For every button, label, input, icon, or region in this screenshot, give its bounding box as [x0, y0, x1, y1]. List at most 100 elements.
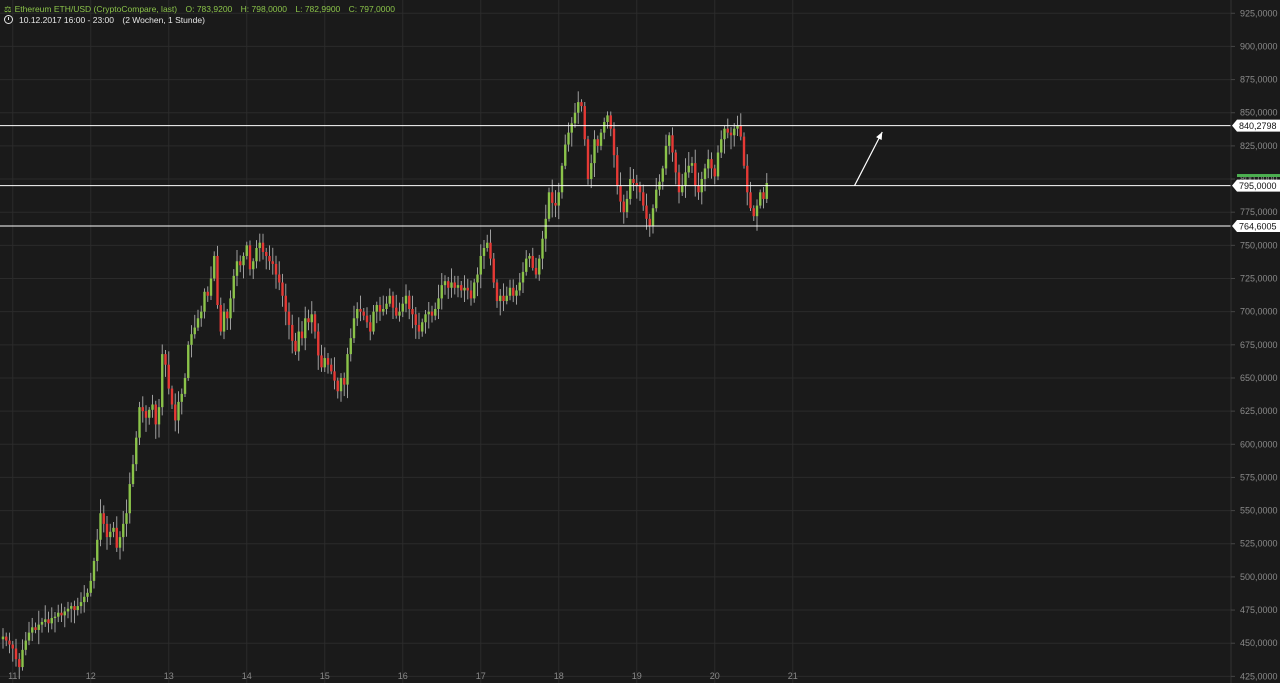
candle-body: [359, 309, 362, 312]
candle: [196, 309, 200, 331]
candle-body: [590, 163, 593, 180]
candle: [401, 296, 404, 318]
candle-body: [443, 281, 447, 286]
candle: [534, 257, 538, 279]
candle-body: [453, 282, 456, 288]
candle-body: [265, 251, 268, 256]
candle: [125, 499, 128, 537]
candle: [378, 296, 382, 321]
candle: [609, 111, 612, 137]
candle-body: [720, 139, 723, 153]
candle: [619, 172, 622, 213]
chart-header: ⚖ Ethereum ETH/USD (CryptoCompare, last) …: [4, 4, 401, 15]
candle: [268, 245, 271, 270]
candle: [642, 184, 645, 211]
y-tick-label: 850,0000: [1240, 108, 1278, 118]
y-tick-label: 425,0000: [1240, 671, 1278, 681]
chart-icon: ⚖: [4, 4, 12, 14]
y-tick-label: 550,0000: [1240, 506, 1278, 516]
candle-body: [24, 640, 27, 650]
x-tick-label: 16: [398, 671, 408, 681]
candle: [684, 158, 687, 198]
candle: [557, 182, 560, 220]
candle: [5, 632, 8, 647]
candle-body: [193, 327, 196, 335]
candle: [603, 117, 606, 140]
price-axis[interactable]: 425,0000 450,0000 475,0000 500,0000 525,0000…: [1231, 8, 1278, 681]
candle-body: [216, 255, 219, 306]
level-label-box: [1232, 119, 1280, 132]
candle-body: [313, 314, 317, 332]
candle-body: [749, 192, 752, 209]
candle: [716, 145, 720, 181]
candle-body: [164, 354, 167, 365]
candle: [112, 522, 115, 538]
candle-body: [609, 115, 612, 129]
candle: [193, 314, 196, 339]
candle-body: [79, 602, 83, 607]
candle: [83, 585, 86, 613]
x-tick-label: 13: [164, 671, 174, 681]
candle-body: [580, 102, 583, 107]
candle: [518, 273, 521, 296]
candle: [161, 344, 164, 416]
candle-body: [440, 285, 443, 299]
candle-body: [274, 263, 278, 275]
candle: [50, 607, 53, 630]
candle-body: [577, 102, 580, 113]
candle-body: [391, 295, 395, 308]
candle-body: [320, 355, 323, 368]
candle: [154, 400, 157, 439]
trend-arrow[interactable]: [853, 131, 883, 186]
candle-body: [50, 618, 53, 624]
candle: [122, 510, 125, 552]
candle-body: [151, 404, 154, 410]
candle: [235, 250, 239, 287]
candle-body: [759, 192, 762, 206]
time-axis[interactable]: 11 12 13 14 15 16 17 18 19 20 21: [8, 671, 798, 681]
candle-body: [385, 303, 388, 310]
candle: [261, 233, 265, 260]
candle-body: [200, 311, 203, 319]
candle: [219, 297, 222, 336]
candle: [89, 572, 92, 597]
candle-body: [333, 371, 336, 381]
candle-body: [716, 152, 720, 177]
candle: [593, 130, 596, 178]
candle: [746, 154, 749, 206]
candle-body: [44, 619, 47, 622]
candle-body: [742, 136, 746, 166]
candle: [739, 113, 742, 141]
candle-body: [544, 218, 547, 239]
y-tick-label: 750,0000: [1240, 240, 1278, 250]
candle-body: [47, 619, 50, 624]
candle-body: [323, 358, 326, 368]
candle-body: [196, 318, 200, 328]
candle-body: [668, 135, 671, 146]
candle-body: [34, 627, 37, 630]
candle: [252, 258, 255, 280]
candle: [206, 286, 209, 302]
candle: [723, 125, 726, 154]
candle-body: [681, 185, 684, 193]
candle-body: [651, 208, 655, 226]
candle: [583, 101, 586, 146]
y-tick-label: 450,0000: [1240, 638, 1278, 648]
candle-body: [330, 364, 333, 372]
candle: [284, 283, 287, 326]
candle: [365, 307, 369, 328]
candle-body: [31, 627, 34, 633]
candle-body: [414, 314, 417, 325]
candle: [473, 278, 476, 303]
candle: [170, 385, 174, 409]
candle-body: [398, 311, 401, 316]
candle: [203, 288, 206, 319]
candle-body: [554, 202, 557, 206]
candle: [434, 302, 437, 321]
candle: [538, 254, 541, 281]
candle: [222, 303, 226, 340]
horizontal-levels[interactable]: [0, 125, 1231, 227]
candle: [573, 102, 577, 128]
candle-body: [356, 309, 359, 319]
